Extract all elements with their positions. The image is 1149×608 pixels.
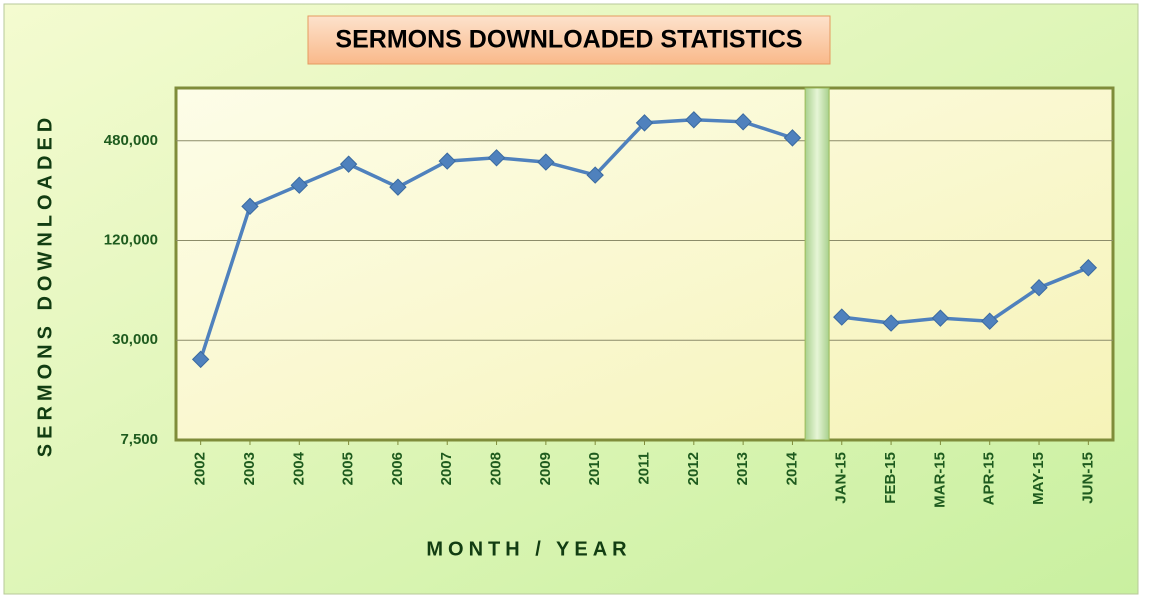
x-tick-label: 2002 bbox=[192, 452, 209, 485]
y-tick-label: 30,000 bbox=[112, 331, 158, 348]
x-tick-label: 2009 bbox=[537, 452, 554, 485]
data-point bbox=[487, 149, 506, 167]
y-tick-label: 120,000 bbox=[104, 232, 158, 249]
data-point bbox=[389, 178, 407, 196]
x-axis-label: MONTH / YEAR bbox=[426, 538, 631, 560]
data-point bbox=[290, 176, 308, 194]
y-tick-label: 480,000 bbox=[104, 132, 158, 149]
data-point bbox=[241, 197, 259, 216]
separator bbox=[804, 87, 830, 441]
data-point bbox=[685, 111, 703, 129]
plot-area bbox=[174, 86, 1115, 442]
y-axis-label: SERMONS DOWNLOADED bbox=[34, 113, 56, 457]
x-tick-label: 2012 bbox=[685, 452, 702, 485]
title-box bbox=[307, 15, 831, 65]
x-tick-label: 2014 bbox=[783, 451, 800, 485]
data-point bbox=[882, 314, 900, 332]
data-point bbox=[783, 129, 802, 147]
data-point bbox=[1079, 259, 1098, 277]
data-point bbox=[981, 312, 999, 330]
x-tick-label: JUN-15 bbox=[1079, 452, 1096, 504]
x-tick-label: 2004 bbox=[290, 451, 307, 485]
y-tick-label: 7,500 bbox=[120, 431, 158, 448]
x-tick-label: 2003 bbox=[241, 452, 258, 485]
data-point bbox=[931, 309, 950, 327]
x-tick-label: JAN-15 bbox=[833, 452, 850, 504]
data-point bbox=[586, 166, 604, 184]
x-tick-label: 2013 bbox=[734, 452, 751, 485]
x-tick-label: APR-15 bbox=[981, 452, 998, 505]
x-tick-label: MAR-15 bbox=[931, 452, 948, 508]
series-line bbox=[841, 266, 1089, 325]
x-tick-label: MAY-15 bbox=[1030, 452, 1047, 505]
x-tick-label: 2008 bbox=[488, 452, 505, 485]
x-tick-label: 2011 bbox=[635, 452, 652, 485]
data-point bbox=[734, 113, 752, 131]
x-tick-label: 2006 bbox=[389, 452, 406, 485]
chart-title: SERMONS DOWNLOADED STATISTICS bbox=[335, 26, 802, 54]
data-point bbox=[635, 114, 654, 132]
data-point bbox=[438, 152, 456, 170]
x-tick-label: 2007 bbox=[438, 452, 455, 485]
x-tick-label: 2005 bbox=[340, 452, 357, 485]
data-point bbox=[191, 350, 210, 369]
data-point bbox=[537, 153, 555, 171]
data-point bbox=[833, 308, 851, 326]
data-point bbox=[339, 155, 358, 173]
data-point bbox=[1030, 278, 1048, 297]
x-tick-label: 2010 bbox=[586, 452, 603, 485]
x-tick-label: FEB-15 bbox=[882, 452, 899, 504]
